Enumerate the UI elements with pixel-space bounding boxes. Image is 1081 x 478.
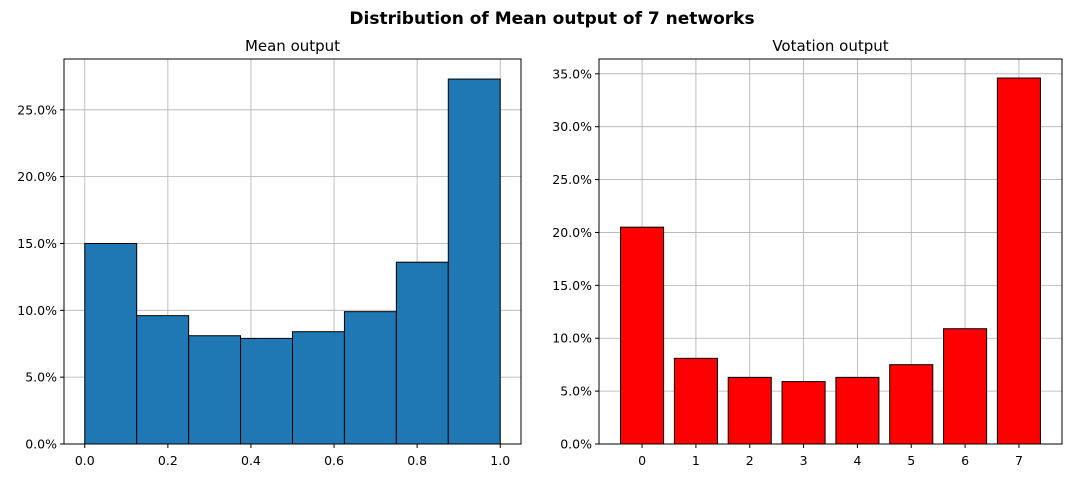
- y-tick-label: 10.0%: [17, 303, 57, 318]
- bar: [835, 376, 880, 445]
- histogram-bar: [395, 261, 449, 445]
- y-tick-label: 25.0%: [552, 172, 592, 187]
- x-tick-label: 7: [1015, 453, 1023, 468]
- votation-output-bar-chart: Votation output 0 1 2 3 4 5 6 7 0.0% 5.0% 10.0% 15.0…: [552, 37, 1063, 468]
- bar: [620, 226, 665, 445]
- histogram-bar: [343, 311, 397, 445]
- x-tick-label: 0.6: [324, 453, 344, 468]
- y-tick-label: 15.0%: [17, 236, 57, 251]
- chart-title: Votation output: [772, 37, 888, 55]
- x-tick-label: 0.0: [75, 453, 95, 468]
- figure-title: Distribution of Mean output of 7 network…: [349, 9, 754, 29]
- bar: [943, 328, 988, 445]
- y-tick-label: 30.0%: [552, 119, 592, 134]
- x-tick-label: 1.0: [490, 453, 510, 468]
- x-tick-label: 1: [692, 453, 700, 468]
- x-tick-label: 4: [853, 453, 861, 468]
- chart-title: Mean output: [245, 37, 340, 55]
- bar: [889, 364, 934, 445]
- x-tick-label: 2: [746, 453, 754, 468]
- y-tick-label: 0.0%: [560, 437, 592, 452]
- y-tick-label: 5.0%: [25, 370, 57, 385]
- y-tick-label: 20.0%: [17, 169, 57, 184]
- x-tick-label: 3: [800, 453, 808, 468]
- x-tick-label: 0.2: [158, 453, 178, 468]
- histogram-bar: [447, 78, 501, 445]
- histogram-bar: [292, 331, 345, 445]
- x-tick-label: 0.8: [407, 453, 427, 468]
- x-tick-label: 6: [961, 453, 969, 468]
- y-tick-label: 0.0%: [25, 437, 57, 452]
- y-tick-label: 15.0%: [552, 278, 592, 293]
- x-tick-label: 0: [638, 453, 646, 468]
- bar: [781, 381, 826, 445]
- mean-output-histogram: Mean output 0.0 0.2 0.4 0.6 0.8 1.0 0.0% 5.0% 10.…: [17, 37, 522, 468]
- x-tick-label: 5: [907, 453, 915, 468]
- bar: [996, 77, 1041, 445]
- histogram-bar: [240, 337, 293, 445]
- histogram-bar: [188, 335, 242, 445]
- bar: [727, 376, 772, 445]
- histogram-bar: [84, 242, 138, 445]
- y-tick-label: 25.0%: [17, 102, 57, 117]
- histogram-bar: [136, 315, 190, 445]
- x-tick-label: 0.4: [241, 453, 261, 468]
- y-tick-label: 10.0%: [552, 331, 592, 346]
- plot-frame: [63, 58, 522, 445]
- plot-frame: [598, 58, 1063, 445]
- y-tick-label: 35.0%: [552, 66, 592, 81]
- y-tick-label: 5.0%: [560, 384, 592, 399]
- bar: [673, 357, 718, 445]
- y-tick-label: 20.0%: [552, 225, 592, 240]
